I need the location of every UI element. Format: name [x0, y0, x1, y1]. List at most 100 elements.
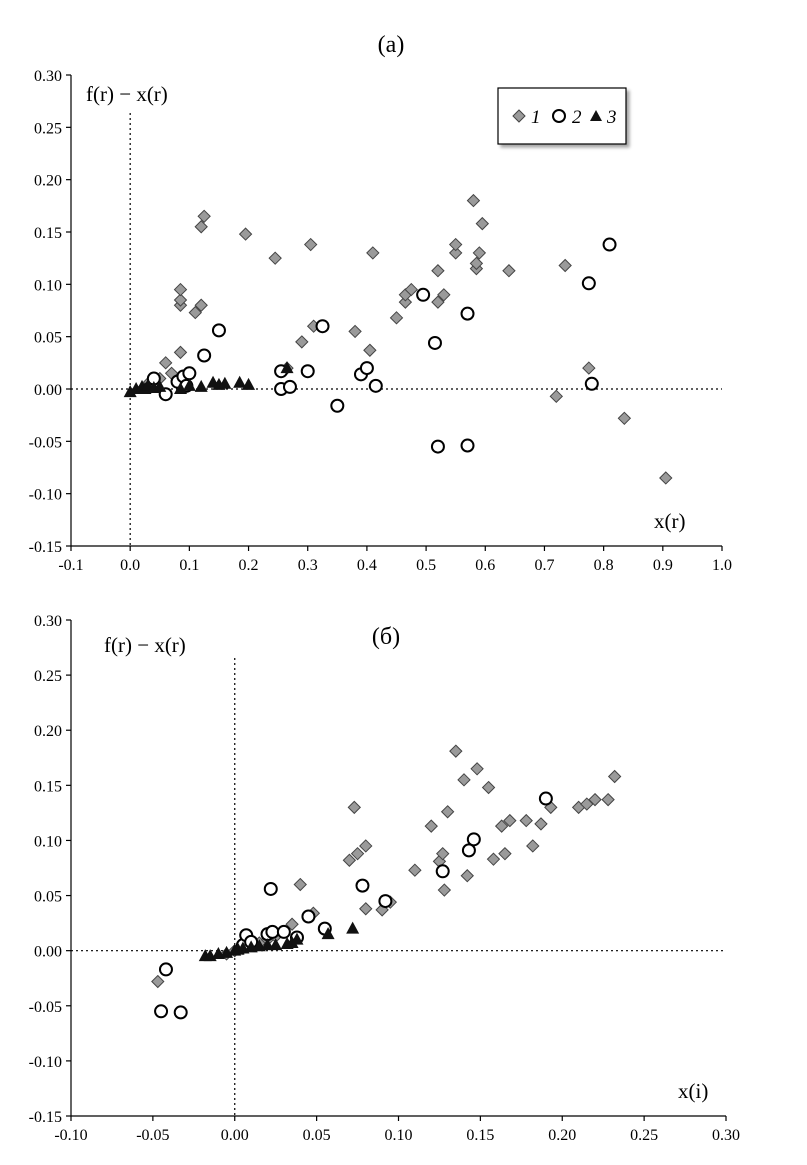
chart-panel-a: (а) -0.15 -0.10 -0.05 0.00 0.05 0.10 0.15 0.20 0…: [29, 32, 732, 574]
data-point-series-1: [366, 246, 380, 260]
y-axis-ticks: -0.15 -0.10 -0.05 0.00 0.05 0.10 0.15 0.20 0.25 0…: [29, 68, 71, 556]
data-point-series-1: [424, 819, 438, 833]
data-point-series-2: [154, 1004, 169, 1019]
data-point-series-1: [363, 343, 377, 357]
data-point-series-2: [158, 962, 173, 977]
data-point-series-1: [173, 293, 188, 307]
data-point-series-3: [173, 382, 187, 394]
y-axis-label: f(r) − x(r): [86, 82, 168, 106]
data-points: [151, 744, 622, 1020]
x-tick-label: 0.2: [239, 557, 259, 574]
data-point-series-1: [448, 237, 463, 252]
y-tick-label: 0.05: [34, 889, 62, 906]
data-point-series-1: [158, 356, 173, 370]
data-point-series-1: [498, 846, 512, 861]
x-axis-label: x(i): [678, 1079, 708, 1103]
data-point-series-1: [436, 846, 450, 861]
data-point-series-1: [398, 295, 413, 309]
data-point-series-1: [617, 411, 632, 426]
data-point-series-3: [290, 932, 304, 945]
data-point-series-3: [194, 379, 208, 392]
data-point-series-1: [659, 471, 673, 485]
x-tick-label: 0.0: [120, 557, 140, 574]
y-tick-label: 0.15: [34, 225, 62, 242]
x-tick-label: -0.1: [58, 557, 83, 574]
data-point-series-1: [503, 813, 517, 828]
x-tick-label: 0.7: [534, 557, 554, 574]
x-axis-ticks: -0.10 -0.05 0.00 0.05 0.10 0.15 0.20 0.25 0.30: [54, 1116, 740, 1144]
data-point-series-3: [280, 361, 294, 374]
data-point-series-1: [173, 282, 188, 297]
data-point-series-2: [602, 237, 617, 252]
data-point-series-1: [389, 311, 404, 325]
x-tick-label: -0.10: [54, 1127, 87, 1144]
data-point-series-2: [182, 366, 197, 381]
x-tick-label: 0.1: [179, 557, 199, 574]
x-tick-label: -0.05: [136, 1127, 169, 1144]
data-point-series-1: [437, 288, 451, 302]
data-point-series-1: [194, 220, 208, 234]
data-point-series-2: [276, 924, 291, 939]
x-tick-label: 0.10: [385, 1127, 413, 1144]
data-point-series-3: [242, 377, 256, 390]
data-point-series-1: [534, 817, 548, 831]
data-point-series-2: [368, 378, 383, 393]
data-point-series-3: [269, 938, 283, 951]
x-tick-label: 1.0: [712, 557, 732, 574]
data-point-series-2: [282, 379, 297, 394]
data-point-series-1: [293, 877, 307, 892]
y-tick-label: -0.15: [29, 539, 62, 556]
data-point-series-1: [295, 335, 309, 349]
y-tick-label: -0.15: [29, 1109, 62, 1126]
data-point-series-1: [440, 805, 455, 819]
data-point-series-1: [502, 264, 516, 278]
x-tick-label: 0.15: [466, 1127, 494, 1144]
data-point-series-2: [355, 878, 370, 893]
data-point-series-1: [197, 209, 211, 224]
data-point-series-1: [494, 819, 509, 833]
data-point-series-2: [173, 1005, 188, 1020]
data-point-series-3: [218, 376, 232, 389]
data-point-series-1: [558, 258, 572, 273]
x-tick-label: 0.30: [712, 1127, 740, 1144]
legend-label-2: 2: [572, 107, 582, 128]
data-point-series-2: [330, 398, 345, 413]
data-point-series-2: [466, 832, 481, 847]
data-points: [123, 193, 673, 485]
data-point-series-1: [348, 324, 362, 339]
y-tick-label: 0.25: [34, 668, 62, 685]
legend-label-3: 3: [606, 107, 617, 128]
y-tick-label: 0.00: [34, 944, 62, 961]
data-point-series-2: [315, 319, 330, 334]
x-tick-label: 0.5: [416, 557, 436, 574]
x-tick-label: 0.25: [630, 1127, 658, 1144]
legend-marker-diamond: [512, 109, 526, 123]
data-point-series-1: [359, 839, 373, 853]
data-point-series-1: [582, 361, 596, 375]
data-point-series-1: [194, 298, 208, 312]
y-tick-label: 0.00: [34, 382, 62, 399]
y-tick-label: 0.10: [34, 277, 62, 294]
data-point-series-1: [151, 974, 165, 989]
x-axis-label: x(r): [654, 509, 685, 533]
x-tick-label: 0.05: [303, 1127, 331, 1144]
data-point-series-2: [435, 864, 450, 879]
data-point-series-1: [303, 237, 318, 252]
data-point-series-2: [197, 348, 212, 363]
y-tick-label: 0.30: [34, 68, 62, 85]
data-point-series-2: [378, 894, 393, 909]
data-point-series-2: [581, 276, 596, 291]
data-point-series-1: [449, 744, 463, 758]
y-tick-label: -0.05: [29, 434, 62, 451]
y-tick-label: 0.15: [34, 778, 62, 795]
legend-marker-circle: [552, 109, 566, 123]
chart-panel-b: (б) -0.15-0.10-0.050.000.050.100.150.200…: [29, 613, 740, 1144]
data-point-series-2: [265, 924, 280, 939]
x-tick-label: 0.4: [357, 557, 377, 574]
chart-title: (а): [378, 32, 405, 58]
data-point-series-1: [588, 792, 602, 807]
data-point-series-1: [404, 282, 419, 297]
data-point-series-1: [475, 216, 490, 231]
data-point-series-3: [123, 385, 137, 398]
data-point-series-1: [359, 902, 373, 916]
